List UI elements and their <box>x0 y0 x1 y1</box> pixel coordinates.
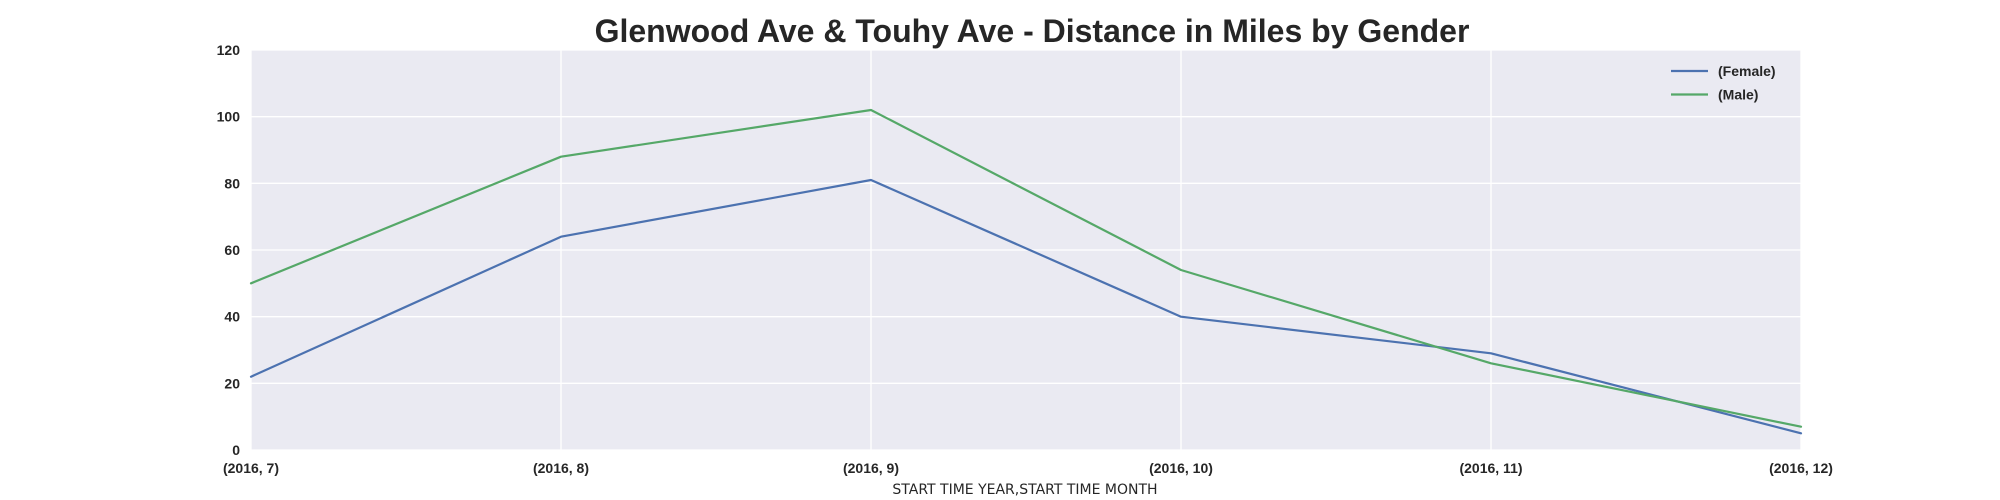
y-tick-label: 80 <box>224 175 240 191</box>
x-axis-label: START TIME YEAR,START TIME MONTH <box>892 482 1157 498</box>
x-tick-label: (2016, 8) <box>533 460 589 476</box>
y-axis-ticks: 0 20 40 60 80 100 120 <box>217 42 241 458</box>
gridlines <box>250 49 1802 451</box>
y-tick-label: 60 <box>224 242 240 258</box>
y-tick-label: 40 <box>224 309 240 325</box>
x-tick-label: (2016, 11) <box>1459 460 1522 476</box>
x-tick-label: (2016, 12) <box>1769 460 1833 476</box>
y-tick-label: 0 <box>232 442 240 458</box>
x-axis-ticks: (2016, 7) (2016, 8) (2016, 9) (2016, 10) (20… <box>223 460 1833 476</box>
y-tick-label: 20 <box>224 375 240 391</box>
x-tick-label: (2016, 9) <box>843 460 899 476</box>
series-lines <box>249 108 1803 435</box>
legend: (Female) (Male) <box>1671 63 1776 103</box>
x-tick-label: (2016, 7) <box>223 460 279 476</box>
series-line-male <box>249 108 1803 428</box>
series-line-female <box>249 178 1803 435</box>
y-tick-label: 100 <box>217 109 241 125</box>
legend-label-female: (Female) <box>1718 63 1776 79</box>
x-tick-label: (2016, 10) <box>1149 460 1213 476</box>
y-tick-label: 120 <box>217 42 241 58</box>
legend-label-male: (Male) <box>1718 87 1758 103</box>
chart-title: Glenwood Ave & Touhy Ave - Distance in M… <box>595 13 1470 49</box>
